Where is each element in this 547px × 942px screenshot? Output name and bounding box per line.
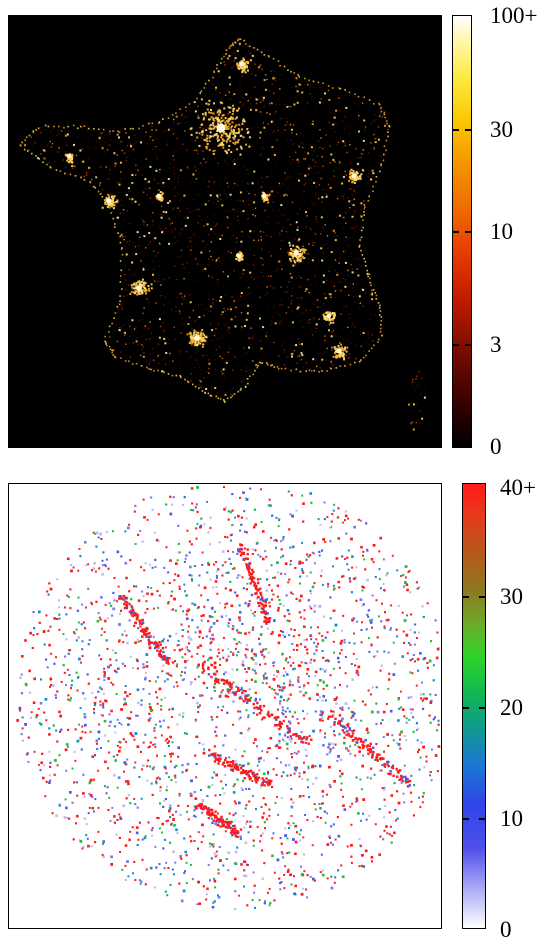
colorbar-bottom xyxy=(462,483,486,929)
colorbar-bottom-tick xyxy=(462,818,469,820)
colorbar-bottom-tick xyxy=(479,818,486,820)
colorbar-top-tick xyxy=(452,344,459,346)
colorbar-top-tick xyxy=(452,231,459,233)
colorbar-bottom-tick xyxy=(462,707,469,709)
colorbar-top-tick-label: 100+ xyxy=(490,3,538,28)
colorbar-top-tick xyxy=(452,129,459,131)
colorbar-bottom-tick-label: 10 xyxy=(500,806,523,831)
colorbar-bottom-tick-label: 40+ xyxy=(500,475,536,500)
map-top-points xyxy=(19,38,426,431)
density-map-top xyxy=(8,15,442,448)
colorbar-top-tick-label: 10 xyxy=(490,219,513,244)
colorbar-top-tick xyxy=(465,231,472,233)
density-map-bottom-canvas xyxy=(16,486,441,910)
colorbar-bottom-tick xyxy=(462,596,469,598)
colorbar-top-tick-label: 3 xyxy=(490,332,502,357)
map-bottom-points xyxy=(16,486,441,910)
colorbar-top-tick xyxy=(465,129,472,131)
colorbar-bottom-tick-label: 20 xyxy=(500,695,523,720)
colorbar-bottom-tick-label: 30 xyxy=(500,584,523,609)
colorbar-top-tick-label: 30 xyxy=(490,117,513,142)
density-map-top-canvas xyxy=(19,38,426,431)
colorbar-top-tick xyxy=(465,344,472,346)
colorbar-top-tick-label: 0 xyxy=(490,434,502,459)
colorbar-bottom-tick xyxy=(479,596,486,598)
colorbar-bottom-tick xyxy=(479,707,486,709)
colorbar-bottom-tick-label: 0 xyxy=(500,917,512,942)
density-map-bottom xyxy=(8,483,442,929)
